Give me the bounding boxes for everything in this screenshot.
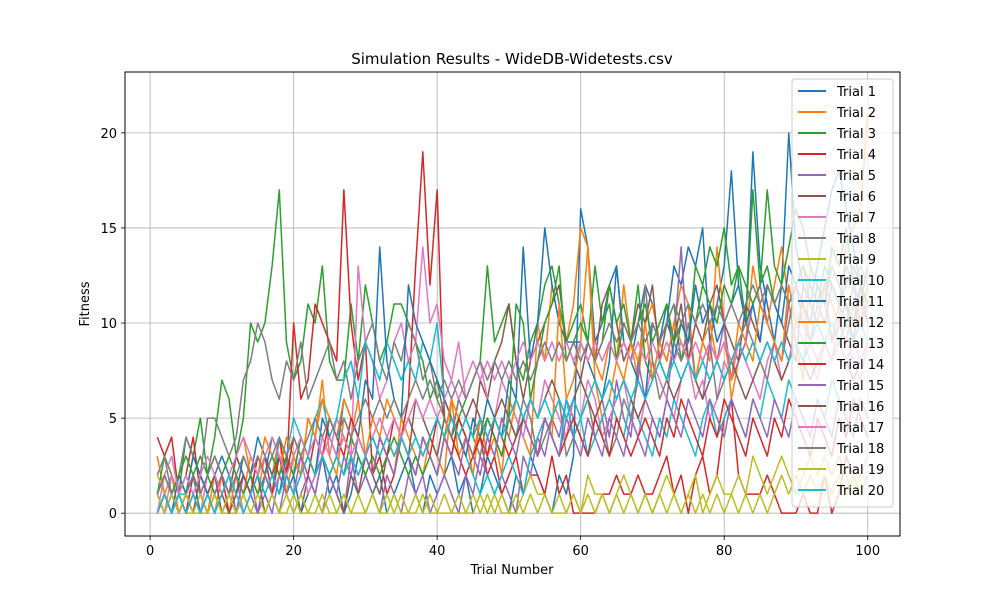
legend-label: Trial 8 (836, 232, 876, 247)
series-line-18 (156, 265, 869, 514)
y-tick-label: 20 (100, 127, 117, 142)
legend-label: Trial 17 (836, 421, 884, 436)
y-axis: 0 5 10 15 20 (100, 127, 125, 522)
x-axis-label: Trial Number (470, 563, 555, 578)
y-tick-label: 15 (100, 222, 117, 237)
legend-label: Trial 6 (836, 190, 876, 205)
x-tick-label: 20 (285, 544, 302, 559)
legend: Trial 1 Trial 2 Trial 3 Trial 4 Trial 5 Trial… (791, 78, 894, 508)
legend-label: Trial 11 (836, 295, 884, 310)
x-tick-label: 40 (429, 544, 446, 559)
legend-label: Trial 18 (836, 442, 884, 457)
legend-label: Trial 15 (836, 379, 884, 394)
legend-label: Trial 16 (836, 400, 884, 415)
legend-label: Trial 13 (836, 337, 884, 352)
legend-label: Trial 1 (836, 85, 876, 100)
series-lines (156, 113, 869, 514)
legend-label: Trial 19 (836, 463, 884, 478)
legend-label: Trial 2 (836, 106, 876, 121)
series-line-19 (156, 474, 869, 514)
legend-label: Trial 3 (836, 127, 876, 142)
legend-label: Trial 14 (836, 358, 884, 373)
y-tick-label: 0 (109, 507, 117, 522)
legend-label: Trial 5 (836, 169, 876, 184)
y-axis-label: Fitness (78, 281, 93, 326)
plot-area (156, 113, 869, 514)
chart-title: Simulation Results - WideDB-Widetests.cs… (351, 50, 673, 68)
legend-label: Trial 4 (836, 148, 876, 163)
x-tick-label: 60 (572, 544, 589, 559)
x-tick-label: 80 (716, 544, 733, 559)
x-axis: 0 20 40 60 80 100 (146, 536, 880, 559)
legend-label: Trial 20 (836, 484, 884, 499)
legend-label: Trial 12 (836, 316, 884, 331)
series-line-16 (156, 341, 869, 514)
x-tick-label: 100 (855, 544, 880, 559)
legend-label: Trial 10 (836, 274, 884, 289)
y-tick-label: 5 (109, 412, 117, 427)
legend-label: Trial 9 (836, 253, 876, 268)
plot-frame (124, 71, 901, 537)
y-tick-label: 10 (100, 317, 117, 332)
series-line-20 (156, 322, 869, 514)
legend-label: Trial 7 (836, 211, 876, 226)
legend-box (791, 78, 894, 508)
x-tick-label: 0 (146, 544, 154, 559)
